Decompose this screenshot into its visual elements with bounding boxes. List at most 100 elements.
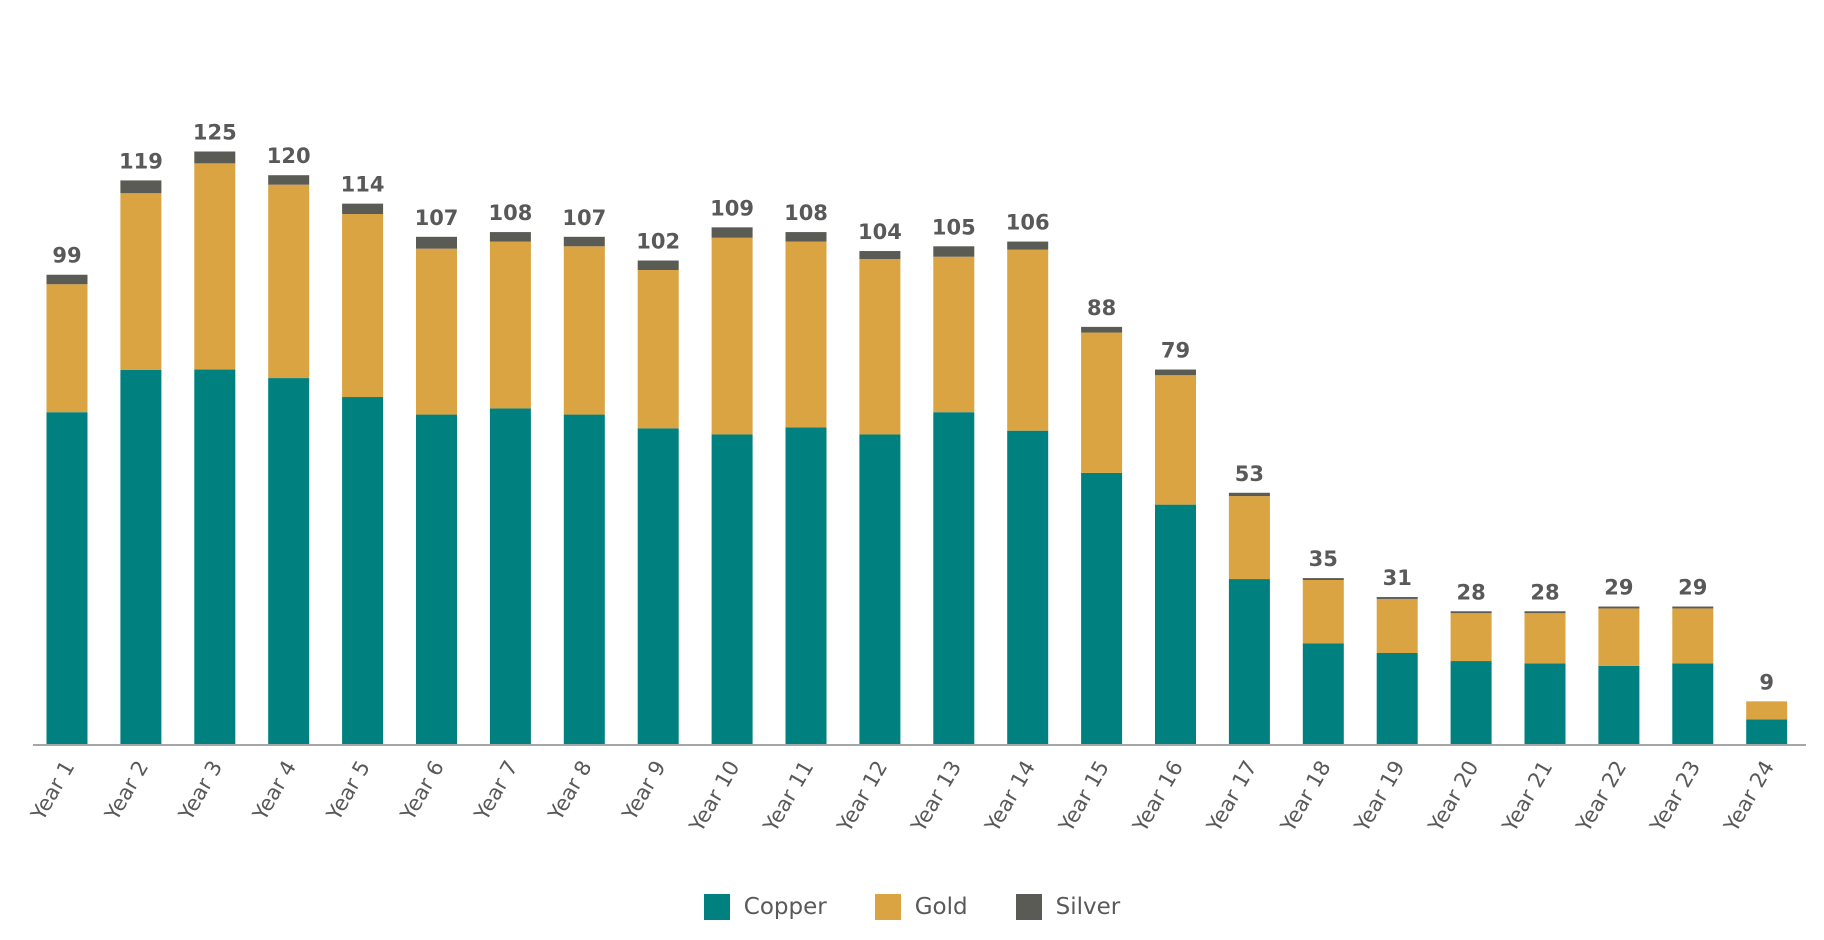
bar-copper-5 <box>342 397 384 744</box>
bar-silver-11 <box>785 232 827 242</box>
x-tick-label-18: Year 18 <box>1275 757 1335 837</box>
x-tick-label-10: Year 10 <box>684 757 744 837</box>
total-label-7: 108 <box>488 201 532 225</box>
total-label-9: 102 <box>636 230 680 254</box>
bar-gold-8 <box>563 246 605 415</box>
total-label-17: 53 <box>1235 462 1264 486</box>
bar-gold-13 <box>933 256 975 413</box>
x-tick-label-11: Year 11 <box>758 757 818 837</box>
legend-swatch-copper <box>703 894 730 920</box>
bar-gold-12 <box>859 259 901 435</box>
x-tick-label-9: Year 9 <box>617 757 671 826</box>
bar-gold-9 <box>637 270 679 429</box>
bar-silver-15 <box>1081 326 1123 333</box>
bar-copper-19 <box>1376 652 1418 744</box>
bar-silver-12 <box>859 251 901 260</box>
x-tick-label-4: Year 4 <box>247 757 301 826</box>
bar-copper-24 <box>1746 719 1788 744</box>
legend-item-copper: Copper <box>703 894 827 920</box>
legend-label-copper: Copper <box>743 894 827 920</box>
total-label-24: 9 <box>1759 670 1774 694</box>
bar-silver-19 <box>1376 597 1418 599</box>
bar-gold-15 <box>1081 332 1123 473</box>
bar-silver-22 <box>1598 606 1640 609</box>
bar-copper-20 <box>1450 661 1492 744</box>
x-tick-label-17: Year 17 <box>1202 757 1262 837</box>
total-label-4: 120 <box>267 144 311 168</box>
bar-gold-23 <box>1672 608 1714 664</box>
x-tick-label-12: Year 12 <box>832 757 892 837</box>
bar-silver-20 <box>1450 611 1492 614</box>
legend: Copper Gold Silver <box>0 894 1824 920</box>
x-tick-label-21: Year 21 <box>1497 757 1557 837</box>
total-label-19: 31 <box>1383 566 1412 590</box>
bar-gold-14 <box>1007 249 1049 431</box>
bar-gold-16 <box>1155 375 1196 505</box>
bar-copper-11 <box>785 427 827 744</box>
bar-gold-4 <box>268 184 310 379</box>
bar-copper-3 <box>194 369 236 744</box>
bar-silver-18 <box>1302 578 1344 580</box>
total-label-20: 28 <box>1456 580 1485 604</box>
total-label-13: 105 <box>932 215 976 239</box>
bar-copper-14 <box>1007 430 1049 744</box>
x-tick-label-20: Year 20 <box>1423 757 1483 837</box>
bar-silver-9 <box>637 260 679 270</box>
x-tick-label-8: Year 8 <box>543 757 597 826</box>
x-tick-label-19: Year 19 <box>1349 757 1409 837</box>
bar-copper-17 <box>1228 579 1270 744</box>
total-label-5: 114 <box>341 173 385 197</box>
bar-gold-17 <box>1228 496 1270 580</box>
bar-silver-14 <box>1007 241 1049 250</box>
total-label-6: 107 <box>415 206 459 230</box>
bar-gold-21 <box>1524 613 1566 664</box>
bar-silver-5 <box>342 203 384 215</box>
total-label-8: 107 <box>562 206 606 230</box>
total-label-12: 104 <box>858 220 902 244</box>
legend-item-gold: Gold <box>874 894 968 920</box>
bar-copper-21 <box>1524 663 1566 744</box>
total-label-11: 108 <box>784 201 828 225</box>
bar-gold-20 <box>1450 613 1492 662</box>
x-tick-label-1: Year 1 <box>26 757 80 826</box>
x-tick-label-3: Year 3 <box>174 757 228 826</box>
bar-silver-6 <box>416 236 457 249</box>
bar-copper-1 <box>46 412 88 744</box>
total-label-15: 88 <box>1087 296 1116 320</box>
bar-copper-2 <box>120 370 162 744</box>
total-label-23: 29 <box>1678 576 1707 600</box>
total-label-22: 29 <box>1604 576 1633 600</box>
bar-copper-15 <box>1081 472 1123 744</box>
bar-gold-3 <box>194 163 236 370</box>
total-label-16: 79 <box>1161 339 1190 363</box>
bar-gold-18 <box>1302 579 1344 644</box>
bar-gold-22 <box>1598 608 1640 666</box>
x-tick-label-23: Year 23 <box>1645 757 1705 837</box>
bar-copper-16 <box>1155 504 1196 744</box>
bar-silver-8 <box>563 236 605 247</box>
x-tick-label-7: Year 7 <box>469 757 523 826</box>
x-tick-label-16: Year 16 <box>1128 757 1188 837</box>
legend-label-silver: Silver <box>1055 894 1121 920</box>
x-tick-label-2: Year 2 <box>100 757 154 826</box>
bar-gold-6 <box>416 248 457 415</box>
bar-gold-5 <box>342 214 384 398</box>
bar-gold-10 <box>711 237 753 435</box>
bar-silver-13 <box>933 246 975 257</box>
x-tick-label-13: Year 13 <box>906 757 966 837</box>
bar-gold-19 <box>1376 598 1418 653</box>
bar-copper-22 <box>1598 665 1640 744</box>
x-tick-label-14: Year 14 <box>980 757 1040 837</box>
bar-copper-13 <box>933 412 975 744</box>
bar-gold-2 <box>120 193 162 371</box>
bar-gold-7 <box>489 241 531 409</box>
bar-copper-6 <box>416 414 457 744</box>
bar-copper-4 <box>268 378 310 744</box>
bar-silver-3 <box>194 151 236 164</box>
total-label-2: 119 <box>119 149 163 173</box>
bar-copper-9 <box>637 428 679 744</box>
bar-silver-1 <box>46 274 88 285</box>
legend-swatch-gold <box>874 894 901 920</box>
bar-silver-10 <box>711 227 753 238</box>
